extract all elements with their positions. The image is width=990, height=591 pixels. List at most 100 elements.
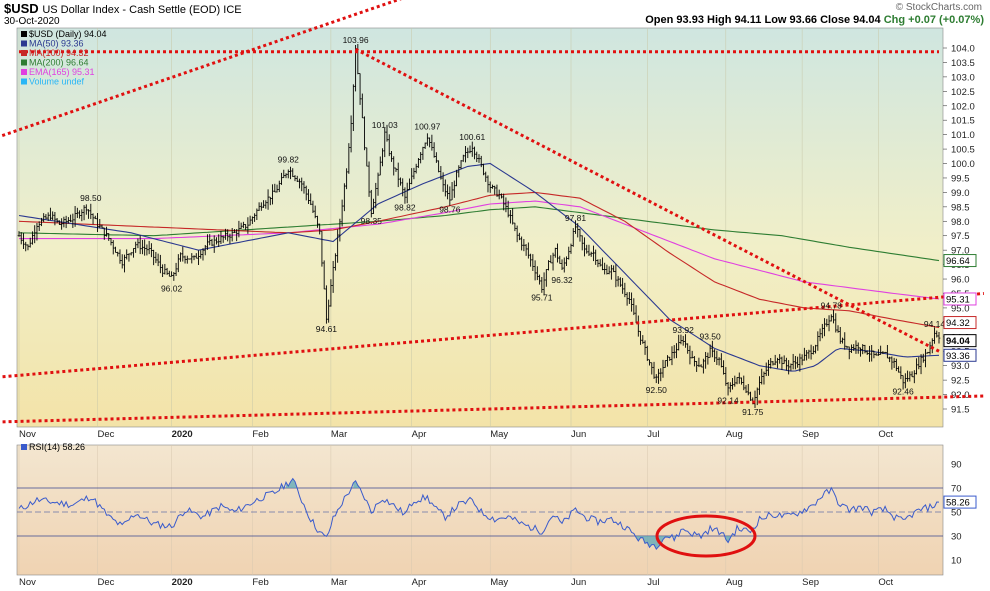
rsi-oversold-circle [655,514,757,558]
rsi-legend: RSI(14) 58.26 [21,442,85,452]
rsi-x-label: 2020 [172,577,193,588]
ma50-line [18,162,940,372]
price-callout: 98.50 [80,193,102,203]
price-callout: 97.81 [565,213,587,223]
price-x-label: Sep [802,429,819,440]
price-axis-label: 104.0 [951,44,975,55]
price-axis-label: 95.0 [951,303,970,314]
price-axis-label: 91.5 [951,405,970,416]
rsi-x-label: May [490,577,508,588]
rsi-axis-label: 30 [951,532,962,543]
rsi-axis-label: 90 [951,460,962,471]
legend-swatch [21,59,27,66]
price-axis-label: 101.5 [951,116,975,127]
price-x-label: Dec [98,429,115,440]
legend-item: $USD (Daily) 94.04 [29,29,107,39]
legend-swatch [21,40,27,47]
downtrend-line [354,47,940,353]
price-callout: 103.96 [343,35,369,45]
price-callout: 93.92 [673,325,695,335]
symbol-name: US Dollar Index - Cash Settle (EOD) ICE [42,4,242,16]
price-callout: 100.61 [459,132,485,142]
legend-item: MA(200) 96.64 [29,58,89,68]
change-value: Chg +0.07 (+0.07%) [883,14,984,26]
price-callout: 100.97 [414,122,440,132]
price-callout: 92.46 [892,386,914,396]
legend-item: MA(50) 93.36 [29,39,84,49]
price-x-label: Jul [647,429,659,440]
x-axis-rsi: Nov Dec 2020 Feb Mar Apr May Jun Jul Aug Sep Oct [19,577,894,588]
rsi-tag-label: 58.26 [946,498,970,509]
price-callout: 94.14 [924,319,946,329]
price-x-label: Jun [571,429,586,440]
price-axis-label: 101.0 [951,130,975,141]
value-tag-box [943,292,977,306]
value-tag-label: 93.36 [946,351,970,362]
right-value-tags: 96.64 95.31 94.32 94.04 93.36 [943,254,977,362]
rsi-x-label: Feb [252,577,268,588]
rsi-axis-label: 10 [951,556,962,567]
price-callout: 98.76 [439,204,461,214]
price-axis-label: 98.0 [951,217,970,228]
price-bars [17,44,941,409]
legend-item: MA(100) 94.32 [29,48,89,58]
price-callout: 94.78 [821,300,843,310]
price-callout: 91.75 [742,407,764,417]
price-x-label: Oct [878,429,893,440]
price-callout: 93.50 [699,331,721,341]
rsi-extreme-fill [326,536,733,550]
rsi-tag-box [943,495,977,509]
rsi-line-path [18,477,940,550]
moving-average-lines [18,162,940,372]
value-tag-box [943,348,977,362]
rsi-axis: 10 30 50 70 90 [951,460,962,567]
price-callout: 92.14 [717,396,739,406]
value-tag-label: 94.32 [946,318,970,329]
price-x-label: May [490,429,508,440]
price-axis-label: 97.5 [951,231,970,242]
price-callout: 95.71 [531,292,553,302]
symbol-title: $USD US Dollar Index - Cash Settle (EOD)… [4,1,242,16]
legend-item: Volume undef [29,77,85,87]
ma200-line [18,206,940,262]
rsi-x-label: Apr [412,577,427,588]
price-callout: 101.03 [372,120,398,130]
ohlc-values: Open 93.93 High 94.11 Low 93.66 Close 94… [645,14,881,26]
price-x-label: Mar [331,429,347,440]
rsi-line [18,477,940,550]
price-axis-label: 100.5 [951,145,975,156]
value-tag-label: 94.04 [946,336,970,347]
price-axis-label: 102.5 [951,87,975,98]
rsi-axis-label: 70 [951,484,962,495]
legend-swatch [21,31,27,37]
rsi-x-label: Mar [331,577,347,588]
legend-swatch [21,78,27,85]
rsi-x-label: Sep [802,577,819,588]
price-callouts: 98.50 96.02 99.82 94.61 103.96 98.35 101.03 98.… [80,35,945,417]
value-tag-label: 96.64 [946,256,970,267]
rsi-x-label: Jun [571,577,586,588]
rsi-x-label: Aug [726,577,743,588]
price-x-label: Nov [19,429,36,440]
watermark: © StockCharts.com [895,2,982,13]
ema165-line [19,200,940,300]
rsi-x-label: Nov [19,577,36,588]
price-x-label: 2020 [172,429,193,440]
legend-swatch [21,50,27,56]
price-x-label: Aug [726,429,743,440]
rsi-axis-label: 50 [951,508,962,519]
price-callout: 96.02 [161,283,183,293]
rsi-value-tag: 58.26 [943,495,977,509]
legend-item: EMA(165) 95.31 [29,67,95,77]
price-axis-label: 93.0 [951,361,970,372]
price-axis-label: 100.0 [951,159,975,170]
price-axis-label: 98.5 [951,202,970,213]
trendlines [0,0,985,424]
price-callout: 98.82 [394,203,416,213]
price-callout: 99.82 [278,155,300,165]
value-tag-box [943,254,977,268]
price-callout: 92.50 [646,385,668,395]
price-axis-label: 97.0 [951,246,970,257]
chart-date: 30-Oct-2020 [4,16,60,27]
